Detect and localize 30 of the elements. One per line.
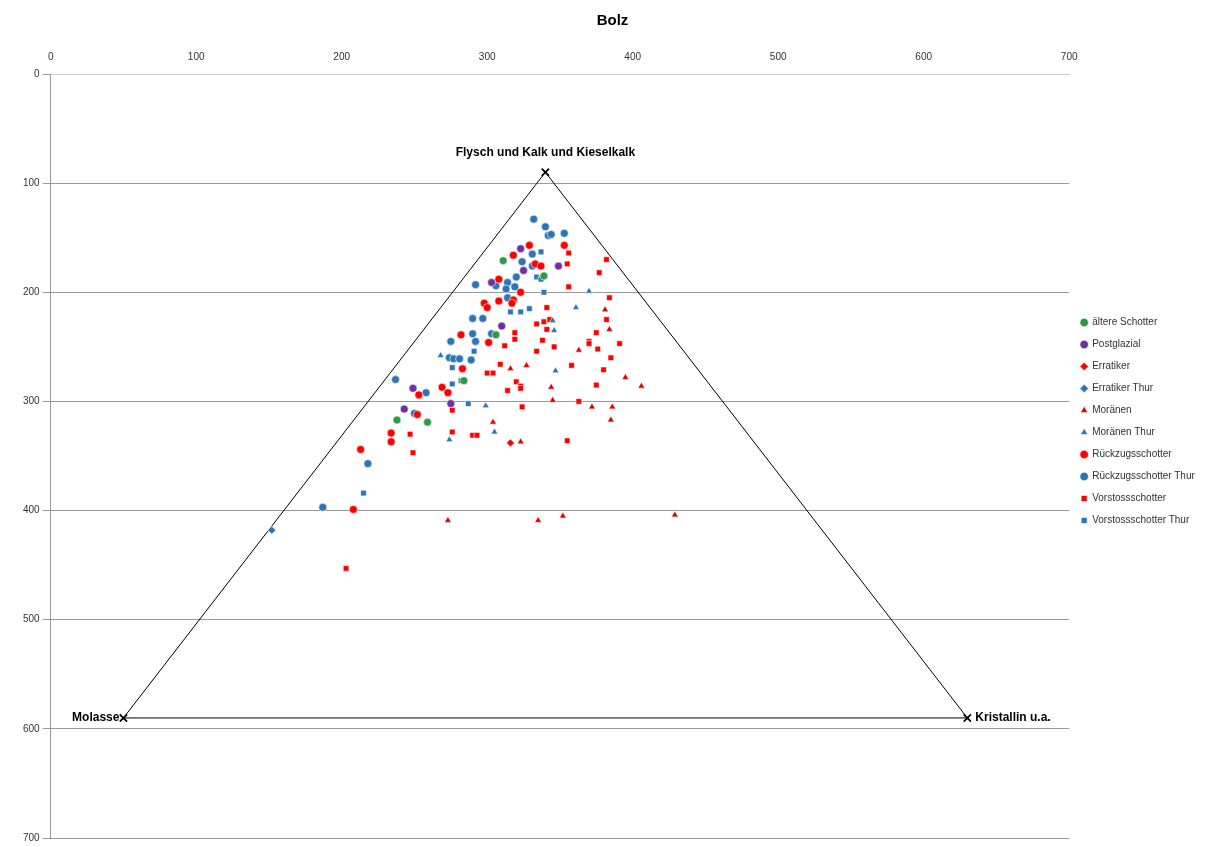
x-tick-label: 500 — [769, 50, 787, 62]
x-tick-label: 0 — [47, 50, 54, 62]
x-tick-label: 100 — [187, 50, 205, 62]
x-tick-label: 300 — [478, 50, 496, 62]
legend-label: Rückzugsschotter — [1092, 448, 1173, 460]
legend-label: Vorstossschotter Thur — [1092, 514, 1190, 526]
y-tick-label: 600 — [23, 722, 41, 734]
annotation: Kristallin u.a. — [975, 710, 1051, 725]
x-tick-label: 200 — [333, 50, 351, 62]
annotation: Flysch und Kalk und Kieselkalk — [455, 144, 636, 159]
x-tick-label: 400 — [624, 50, 642, 62]
legend-label: Moränen Thur — [1092, 426, 1156, 438]
legend-label: Postglazial — [1092, 338, 1141, 350]
legend-label: Moränen — [1092, 404, 1132, 416]
y-tick-label: 700 — [23, 831, 41, 843]
annotation: Molasse — [72, 710, 120, 725]
y-tick-label: 400 — [23, 504, 41, 516]
legend-label: ältere Schotter — [1092, 316, 1158, 328]
legend-label: Rückzugsschotter Thur — [1092, 470, 1196, 482]
x-tick-label: 700 — [1060, 50, 1078, 62]
x-tick-label: 600 — [915, 50, 933, 62]
y-tick-label: 100 — [23, 176, 41, 188]
legend-label: Vorstossschotter — [1092, 492, 1167, 504]
y-tick-label: 300 — [23, 395, 41, 407]
chart-title: Bolz — [596, 11, 629, 29]
y-tick-label: 200 — [23, 286, 41, 298]
y-tick-label: 500 — [23, 613, 41, 625]
y-tick-label: 0 — [34, 67, 41, 79]
legend-label: Erratiker — [1092, 360, 1131, 372]
legend-label: Erratiker Thur — [1092, 382, 1154, 394]
